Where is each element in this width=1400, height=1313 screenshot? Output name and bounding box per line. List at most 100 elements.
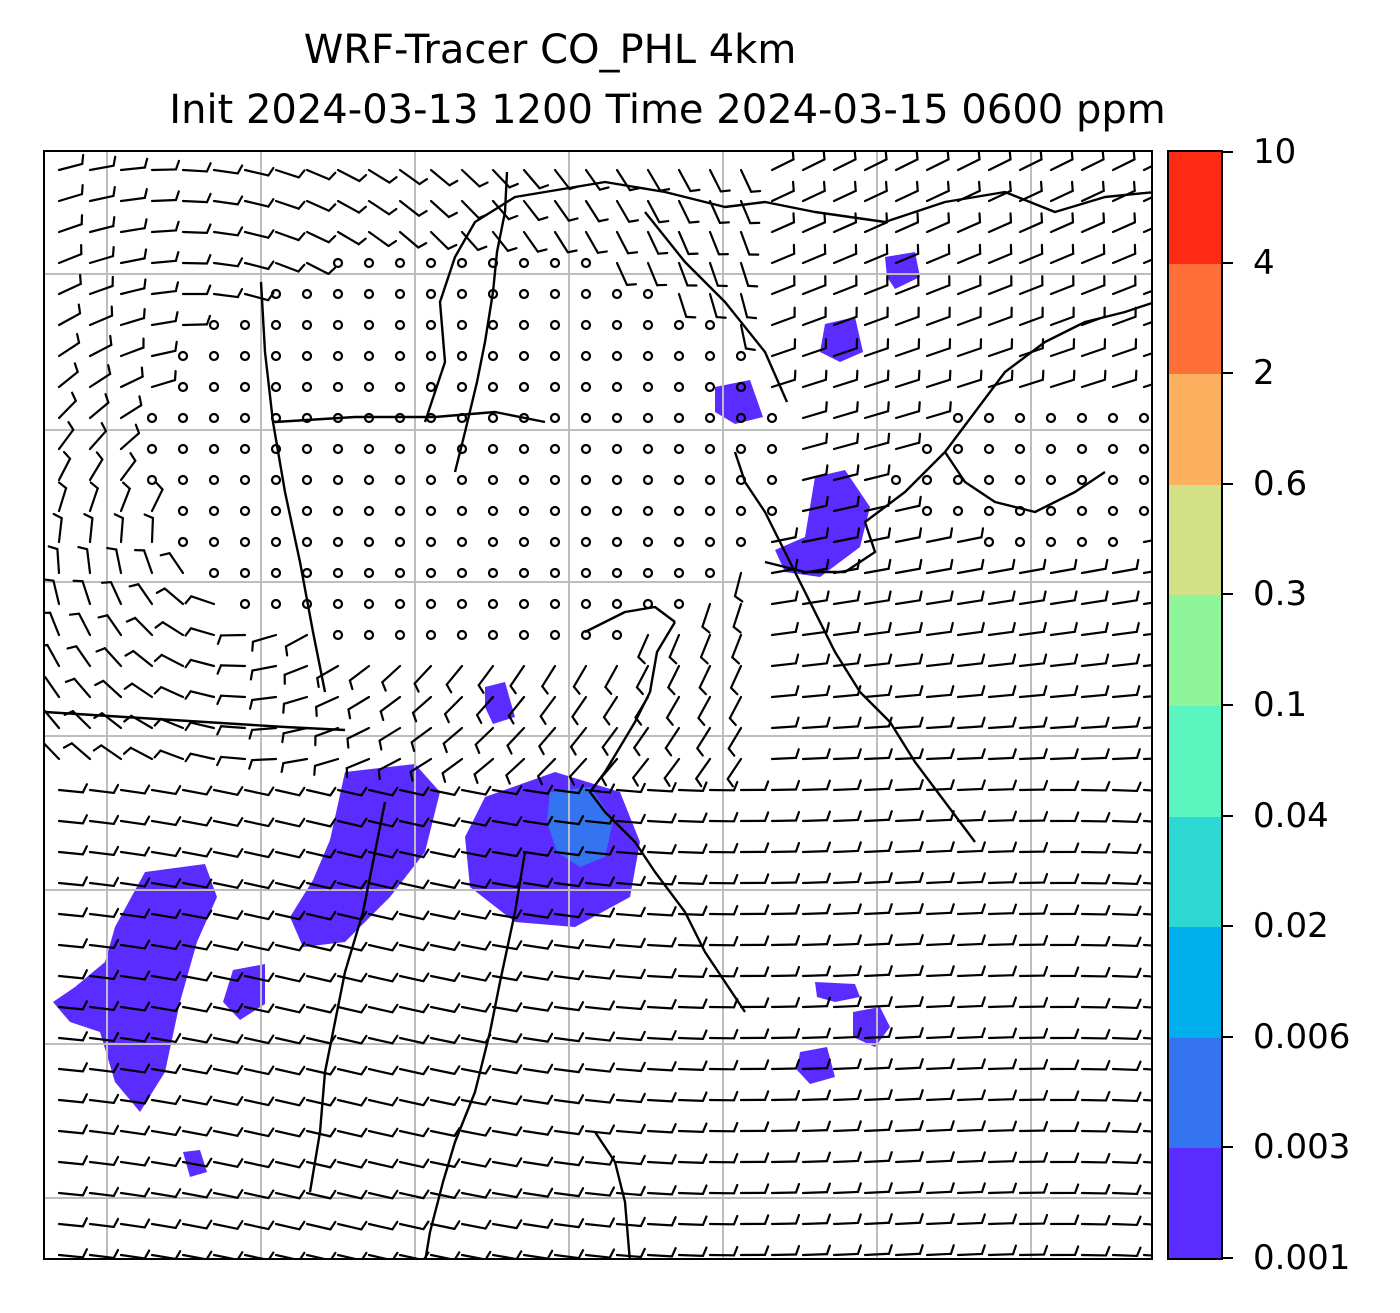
wind-barb [119, 395, 143, 420]
wind-barb [1111, 1153, 1142, 1165]
wind-barb [150, 481, 164, 513]
wind-barb [62, 742, 92, 761]
wind-barb [701, 602, 712, 634]
wind-barb [88, 421, 108, 451]
wind-barb [1142, 601, 1151, 606]
wind-barb [1018, 716, 1048, 730]
lower-coast [594, 1131, 631, 1258]
wind-barb [491, 1002, 523, 1013]
wind-barb [150, 940, 182, 951]
wind-barb [367, 1158, 399, 1169]
wind-barb [1142, 383, 1151, 389]
wind-barb [708, 168, 731, 193]
calm-circle [580, 536, 592, 548]
calm-circle [301, 505, 313, 517]
wind-barb [863, 401, 890, 420]
wind-barb [770, 1027, 801, 1040]
wind-barb [1080, 748, 1110, 761]
wind-barb [646, 1154, 677, 1165]
wind-barb [281, 726, 309, 744]
plume-core-higher [547, 787, 613, 867]
colorbar-band [1169, 483, 1221, 596]
calm-circle [673, 474, 685, 486]
wind-barb [708, 230, 729, 256]
calm-circle [301, 474, 313, 486]
wind-barb [894, 432, 922, 451]
wind-barb [460, 940, 492, 951]
colorbar-band [1169, 373, 1221, 485]
wind-barb [445, 664, 464, 694]
colorbar-tick-label: 10 [1253, 132, 1297, 172]
atlantic-coastline [423, 180, 1151, 423]
wind-barb [539, 695, 557, 725]
wind-barb [398, 1220, 430, 1231]
wind-barb [88, 1124, 120, 1136]
wind-barb [460, 1126, 492, 1137]
wind-barb [677, 292, 697, 319]
wind-barb [708, 904, 739, 916]
hudson-river [453, 171, 509, 473]
wind-barb [925, 748, 955, 761]
calm-circle [549, 381, 561, 393]
calm-circle [611, 443, 623, 455]
wind-barb [1111, 338, 1138, 358]
calm-circle [363, 319, 375, 331]
wind-barb [553, 877, 585, 888]
wind-barb [413, 664, 433, 693]
calm-circle [363, 505, 375, 517]
wind-barb [637, 633, 650, 665]
wind-barb [123, 682, 154, 699]
calm-circle [425, 629, 437, 641]
calm-circle [456, 288, 468, 300]
map-panel[interactable] [43, 150, 1153, 1260]
wind-barb [925, 841, 955, 854]
wind-barb [72, 579, 92, 606]
calm-circle [332, 350, 344, 362]
wind-barb [181, 1126, 213, 1137]
calm-circle [363, 288, 375, 300]
wind-barb [94, 679, 123, 699]
wind-barb [1049, 1214, 1080, 1226]
calm-circle [270, 319, 282, 331]
wind-barb [153, 717, 185, 730]
wind-barb [584, 876, 616, 887]
wind-barb [280, 757, 309, 774]
calm-circle [1138, 412, 1150, 424]
wind-barb [925, 275, 951, 296]
wind-barb [274, 230, 306, 242]
wind-barb [832, 872, 862, 885]
colorbar-band [1169, 815, 1221, 928]
wind-barb [553, 815, 585, 826]
wind-barb [1142, 695, 1151, 699]
wind-barb [57, 362, 79, 389]
calm-circle [301, 567, 313, 579]
wind-barb [863, 1244, 893, 1257]
wind-barb [243, 166, 275, 177]
wind-barb [460, 168, 489, 188]
wind-barb [832, 369, 859, 389]
colorbar-tick [1223, 482, 1233, 485]
calm-circle [549, 319, 561, 331]
calm-circle [983, 443, 995, 455]
wind-barb [1111, 998, 1142, 1010]
wind-barb [832, 716, 862, 730]
wind-barb [305, 1065, 337, 1076]
wind-barb [708, 1183, 739, 1195]
wind-barb [57, 153, 85, 172]
wind-barb [646, 1247, 677, 1258]
wind-barb [956, 212, 982, 234]
wind-barb [150, 311, 179, 327]
wind-barb [894, 401, 921, 420]
colorbar-tick [1223, 1257, 1233, 1259]
wind-barb [305, 1003, 337, 1014]
wind-barb [863, 306, 889, 327]
wind-barb [1111, 558, 1140, 575]
wind-barb [739, 966, 770, 978]
calm-circle [177, 350, 189, 362]
wind-barb [243, 260, 275, 271]
wind-barb [88, 969, 120, 981]
wind-barb [832, 1182, 862, 1195]
wind-barb [1018, 1120, 1049, 1133]
wind-barb [1018, 810, 1049, 823]
wind-barb [863, 464, 891, 482]
